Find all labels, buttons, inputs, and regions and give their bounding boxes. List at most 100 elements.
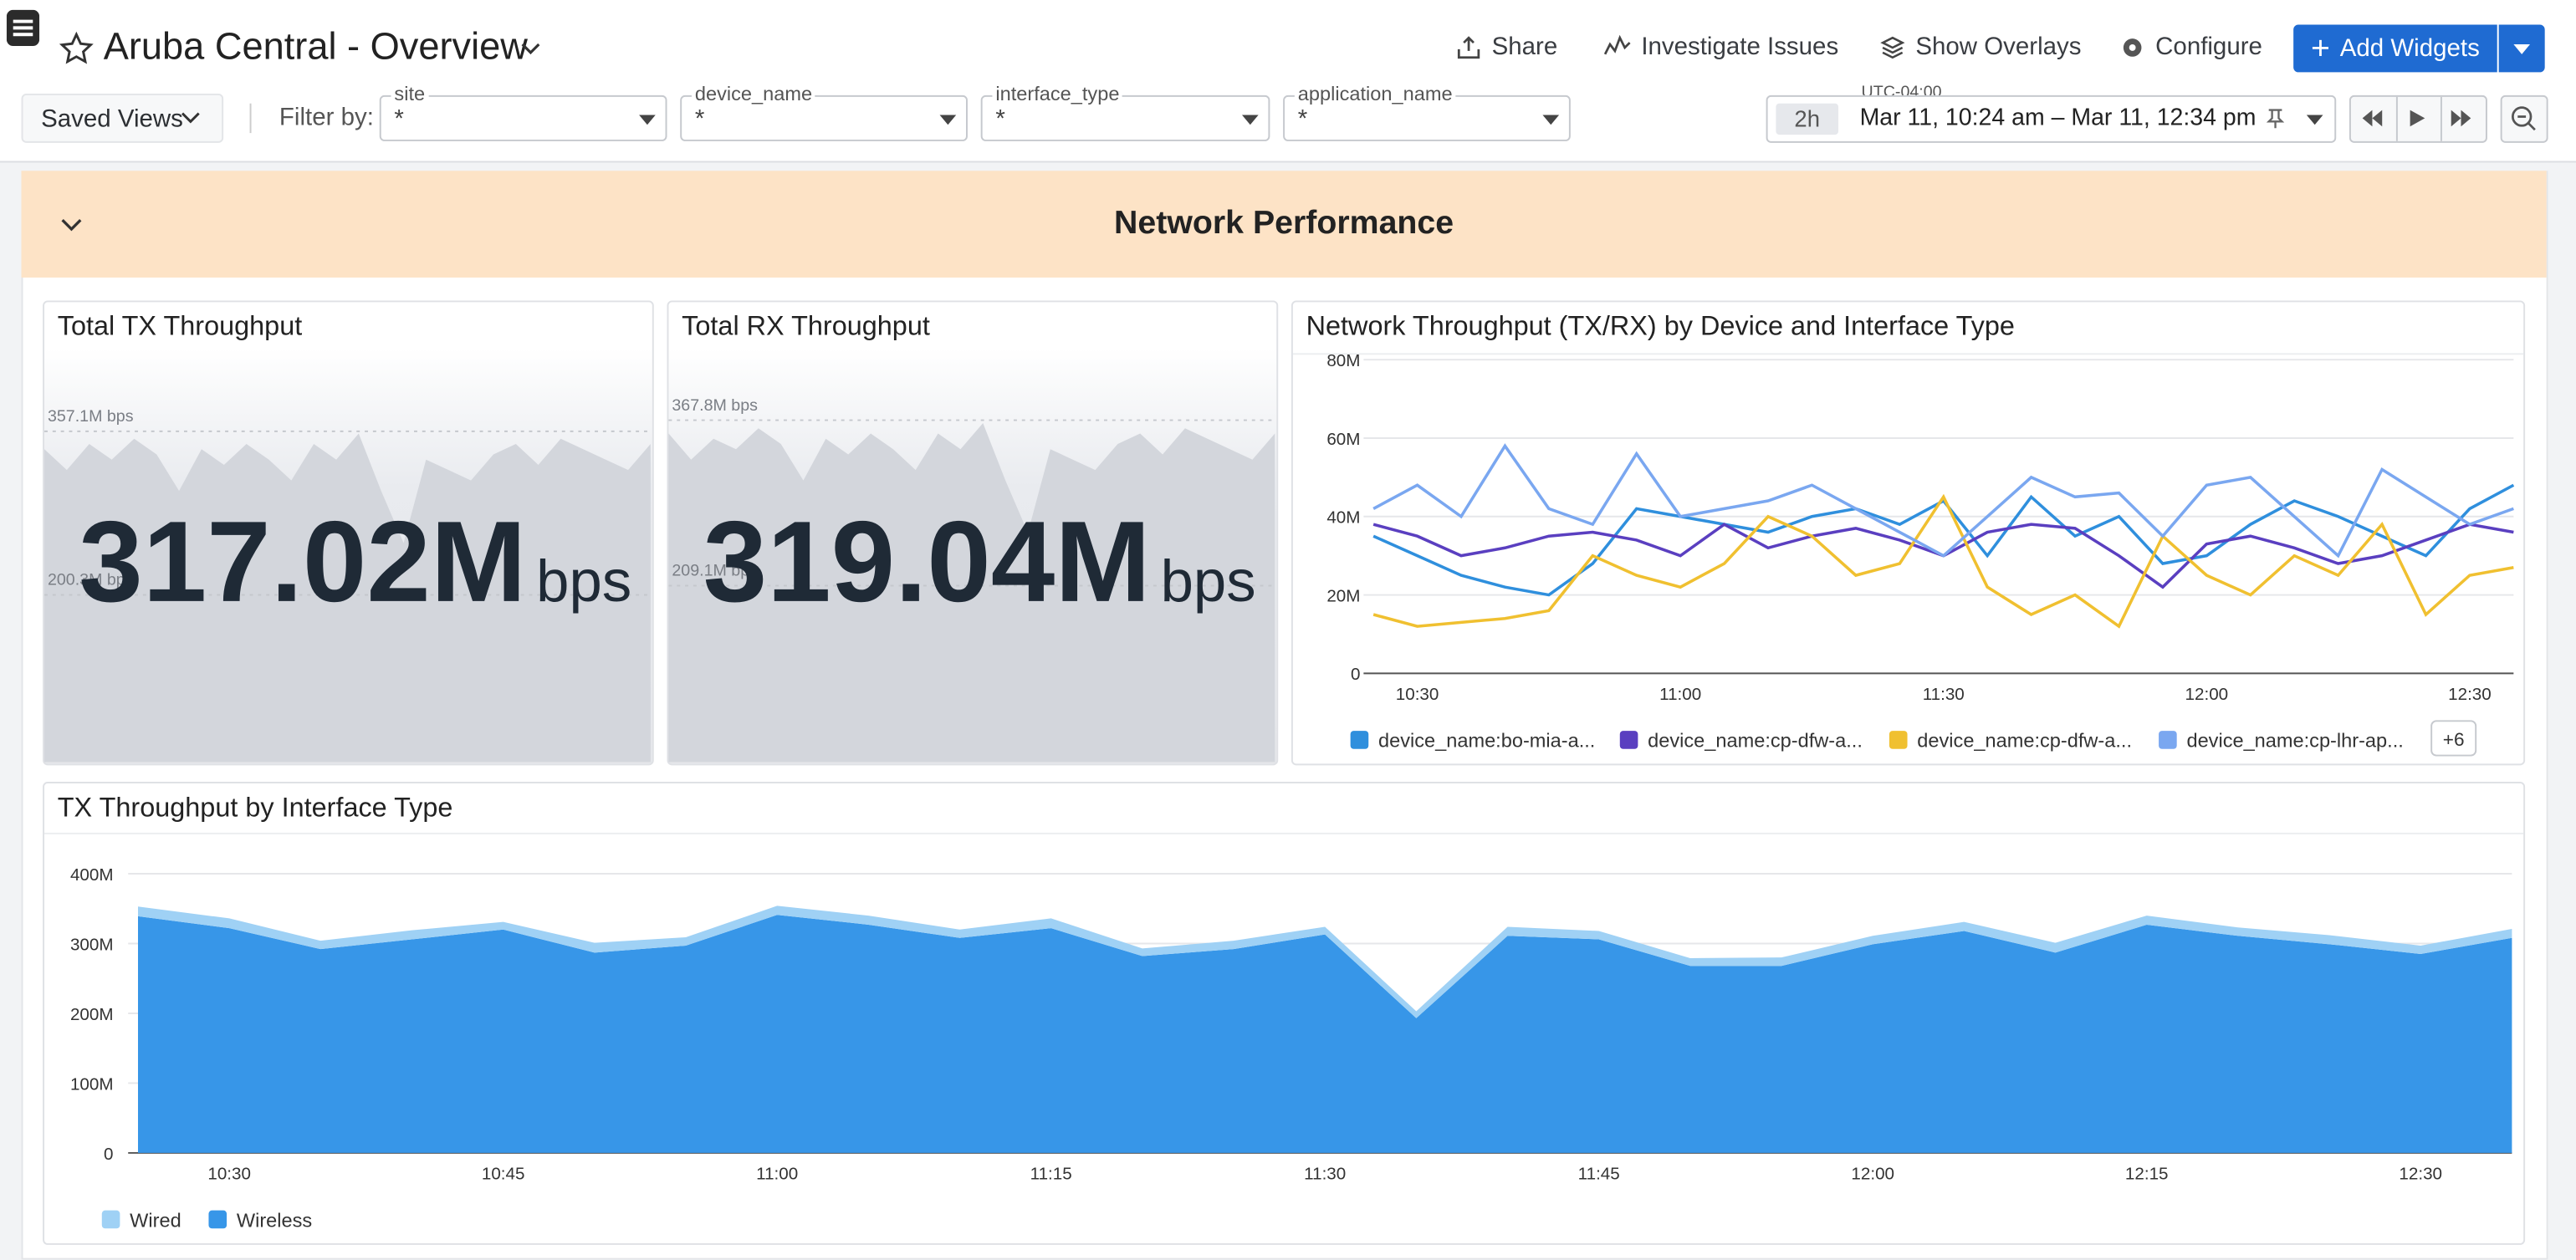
button-label: Add Widgets [2339,34,2480,63]
filter-interface[interactable]: interface_type * [980,82,1270,141]
filter-device[interactable]: device_name * [680,82,968,141]
legend-swatch [1889,731,1908,749]
stacked-area [138,905,2512,1018]
divider [249,103,252,134]
overlays-button[interactable]: Show Overlays [1879,33,2082,61]
saved-views-label: Saved Views [41,105,183,134]
sparkline-area [668,423,1275,763]
widget-title: Total RX Throughput [682,312,930,342]
y-tick-label: 60M [1326,430,1360,449]
legend-more-label: +6 [2443,729,2465,750]
widget-title: Network Throughput (TX/RX) by Device and… [1306,312,2015,342]
widget-title: TX Throughput by Interface Type [57,793,453,824]
favorite-star[interactable] [59,31,94,65]
filter-name: device_name [691,82,816,105]
saved-views[interactable]: Saved Views [21,93,224,143]
x-tick-label: 11:30 [1923,685,1965,704]
filter-name: application_name [1294,82,1456,105]
legend-label: Wired [130,1209,181,1231]
filter-name: site [391,82,429,105]
button-label: Share [1491,33,1558,61]
time-range-text: Mar 11, 10:24 am – Mar 11, 12:34 pm [1859,105,2257,132]
x-tick-label: 12:00 [2185,685,2229,704]
button-label: Investigate Issues [1641,33,1839,61]
legend-swatch [101,1210,120,1229]
legend-more[interactable] [2430,720,2477,757]
series-line [1372,483,2515,597]
button-label: Show Overlays [1915,33,2082,61]
menu-icon[interactable] [6,9,40,47]
x-tick-label: 10:45 [482,1164,525,1183]
x-tick-label: 12:15 [2125,1164,2169,1183]
y-tick-label: 0 [104,1145,113,1164]
legend-label: device_name:cp-dfw-a... [1917,730,2132,752]
filter-value: * [694,105,705,134]
widget-title: Total TX Throughput [57,312,303,342]
sparkline-ref-label: 200.3M bps [48,571,134,589]
x-tick-label: 11:30 [1304,1164,1346,1183]
sparkline-ref-label: 357.1M bps [48,407,134,426]
kpi-unit: bps [536,548,631,614]
filter-name: interface_type [992,82,1123,105]
kpi-unit: bps [1161,548,1256,614]
section-title: Network Performance [1114,205,1454,242]
y-tick-label: 300M [70,935,114,954]
x-tick-label: 10:30 [207,1164,251,1183]
filter-value: * [995,105,1005,134]
time-range[interactable]: 2h Mar 11, 10:24 am – Mar 11, 12:34 pm [1766,94,2337,143]
add-widgets-menu[interactable] [2498,24,2545,73]
time-span: 2h [1776,103,1839,135]
series-line [1372,493,2514,629]
sparkline-ref-label: 209.1M bps [672,562,758,580]
x-tick-label: 10:30 [1396,685,1439,704]
y-tick-label: 20M [1326,586,1360,605]
filter-site[interactable]: site * [379,82,667,141]
title-dropdown[interactable] [519,39,543,59]
share-button[interactable]: Share [1455,33,1558,61]
x-tick-label: 12:30 [2448,685,2492,704]
investigate-button[interactable]: Investigate Issues [1603,33,1839,61]
filter-value: * [394,105,404,134]
dashboard-title: Aruba Central - Overview [103,24,528,68]
filter-value: * [1297,105,1308,134]
legend-label: device_name:bo-mia-a... [1378,730,1595,752]
legend-swatch [2159,731,2177,749]
y-tick-label: 100M [70,1074,114,1094]
legend-label: device_name:cp-dfw-a... [1648,730,1863,752]
y-tick-label: 200M [70,1005,114,1024]
x-tick-label: 11:45 [1578,1164,1620,1183]
x-tick-label: 12:30 [2399,1164,2442,1183]
series-line [1372,443,2514,559]
filter-application[interactable]: application_name * [1283,82,1571,141]
y-tick-label: 80M [1326,351,1360,370]
legend-label: device_name:cp-lhr-ap... [2186,730,2403,752]
sparkline-area [44,433,651,763]
legend-label: Wireless [237,1209,312,1231]
configure-button[interactable]: Configure [2119,33,2262,61]
x-tick-label: 12:00 [1851,1164,1894,1183]
widget: Network Throughput (TX/RX) by Device and… [1291,300,2526,766]
legend-swatch [1350,731,1369,749]
legend-swatch [1619,731,1638,749]
filter-label: Filter by: [279,103,374,132]
button-label: Configure [2155,33,2262,61]
x-tick-label: 11:00 [1659,685,1701,704]
zoom-out[interactable] [2500,94,2548,143]
y-tick-label: 400M [70,865,114,885]
collapse-icon[interactable] [59,215,84,235]
section-header[interactable] [21,171,2547,278]
playback-controls[interactable] [2349,94,2487,143]
kpi-value: 319.04M [703,498,1151,626]
x-tick-label: 11:00 [756,1164,798,1183]
x-tick-label: 11:15 [1030,1164,1072,1183]
y-tick-label: 40M [1326,508,1360,528]
stacked-area [138,915,2512,1153]
add-widgets-button[interactable]: + Add Widgets [2293,24,2497,73]
sparkline-ref-label: 367.8M bps [672,396,758,415]
y-tick-label: 0 [1351,665,1360,684]
kpi-value: 317.02M [79,498,526,626]
legend-swatch [208,1210,227,1229]
